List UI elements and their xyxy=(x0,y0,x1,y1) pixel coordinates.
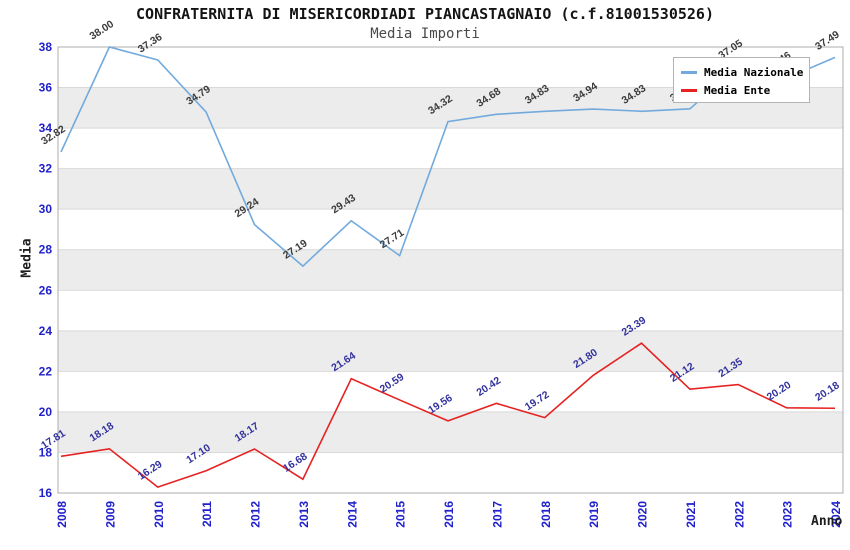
media-nazionale-data-label: 38.00 xyxy=(87,18,116,42)
plot-band xyxy=(58,168,843,210)
y-tick-label: 22 xyxy=(39,364,53,378)
plot-border xyxy=(57,46,844,494)
x-tick-label: 2020 xyxy=(636,501,650,528)
plot-band xyxy=(58,330,843,372)
plot-band xyxy=(58,209,843,250)
x-tick-label: 2013 xyxy=(297,501,311,528)
x-tick-label: 2015 xyxy=(394,501,408,528)
plot-band xyxy=(58,411,843,453)
plot-band xyxy=(58,128,843,169)
x-axis-title: Anno xyxy=(811,514,843,529)
x-tick-label: 2017 xyxy=(490,501,504,528)
legend: Media Nazionale Media Ente xyxy=(673,57,810,103)
x-tick-label: 2023 xyxy=(781,501,795,528)
legend-label-media-nazionale: Media Nazionale xyxy=(704,65,804,79)
x-tick-label: 2024 xyxy=(829,501,843,528)
y-tick-label: 18 xyxy=(39,445,53,459)
chart-subtitle: Media Importi xyxy=(370,26,480,42)
x-tick-label: 2022 xyxy=(732,501,746,528)
y-axis-title: Media xyxy=(19,238,35,278)
y-tick-label: 28 xyxy=(39,243,53,257)
y-tick-label: 34 xyxy=(39,121,53,135)
x-tick-label: 2019 xyxy=(587,501,601,528)
chart-title: CONFRATERNITA DI MISERICORDIADI PIANCAST… xyxy=(136,5,714,23)
y-tick-label: 32 xyxy=(39,162,53,176)
y-tick-label: 16 xyxy=(39,486,53,500)
plot-band xyxy=(58,249,843,291)
x-tick-label: 2021 xyxy=(684,501,698,528)
legend-item-media-ente: Media Ente xyxy=(681,81,809,99)
y-tick-label: 24 xyxy=(39,324,53,338)
plot-band xyxy=(58,452,843,493)
legend-item-media-nazionale: Media Nazionale xyxy=(681,63,809,81)
y-tick-label: 36 xyxy=(39,81,53,95)
media-ente-line xyxy=(60,342,836,489)
x-tick-label: 2016 xyxy=(442,501,456,528)
y-tick-label: 26 xyxy=(39,283,53,297)
x-tick-label: 2009 xyxy=(103,501,117,528)
y-tick-label: 38 xyxy=(39,40,53,54)
x-tick-label: 2011 xyxy=(200,501,214,527)
y-tick-label: 30 xyxy=(39,202,53,216)
media-nazionale-line-swatch xyxy=(681,70,697,74)
plot-band xyxy=(58,290,843,331)
media-ente-line-swatch xyxy=(681,88,697,92)
legend-label-media-ente: Media Ente xyxy=(704,83,771,97)
y-tick-label: 20 xyxy=(39,405,53,419)
x-tick-label: 2010 xyxy=(152,501,166,528)
x-tick-label: 2014 xyxy=(345,501,359,528)
x-tick-label: 2008 xyxy=(55,501,69,528)
x-tick-label: 2018 xyxy=(539,501,553,528)
plot-band xyxy=(58,371,843,412)
x-tick-label: 2012 xyxy=(249,501,263,528)
